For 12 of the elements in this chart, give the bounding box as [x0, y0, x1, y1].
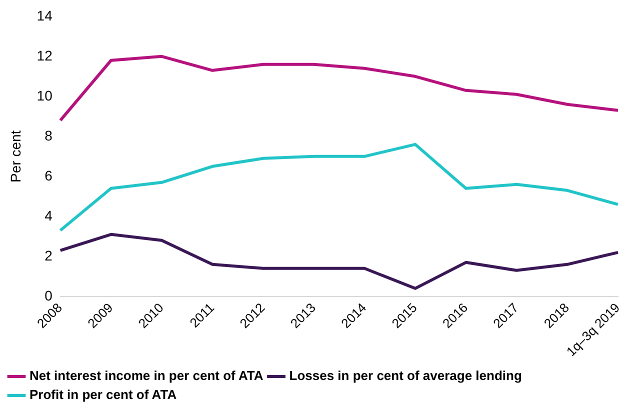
legend-label: Losses in per cent of average lending	[289, 368, 522, 384]
y-tick-label: 0	[44, 287, 53, 304]
y-tick-label: 4	[44, 207, 53, 224]
y-tick-label: 14	[36, 7, 53, 24]
y-axis-title: Per cent	[7, 130, 24, 182]
y-tick-label: 12	[36, 47, 53, 64]
y-tick-label: 2	[44, 247, 53, 264]
y-tick-label: 6	[44, 167, 53, 184]
y-tick-label: 8	[44, 127, 53, 144]
y-tick-label: 10	[36, 87, 53, 104]
legend-label: Net interest income in per cent of ATA	[30, 368, 264, 384]
legend-label: Profit in per cent of ATA	[30, 387, 178, 402]
